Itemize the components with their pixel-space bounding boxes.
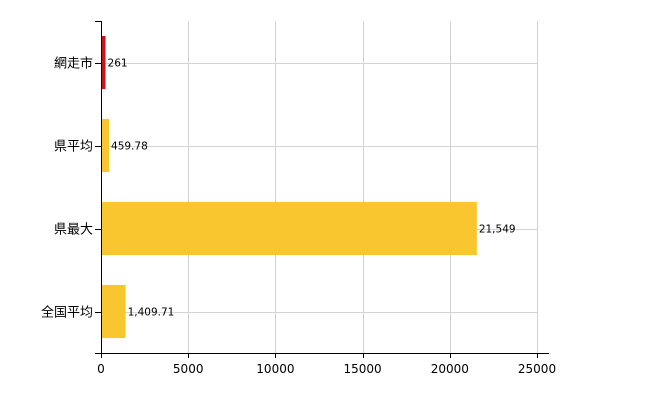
bar bbox=[101, 118, 110, 173]
bar bbox=[101, 284, 126, 339]
x-tick-label: 15000 bbox=[344, 362, 382, 376]
data-label: 1,409.71 bbox=[128, 307, 175, 319]
category-label: 県平均 bbox=[54, 140, 93, 155]
x-tick-label: 25000 bbox=[518, 362, 556, 376]
grid-layer bbox=[101, 21, 538, 353]
label-layer: 0 5000 10000 15000 20000 25000 網走市 261 県平均 459.78… bbox=[41, 56, 556, 377]
data-label: 261 bbox=[108, 58, 128, 70]
data-label: 21,549 bbox=[479, 224, 516, 236]
bar-layer bbox=[101, 35, 477, 339]
data-label: 459.78 bbox=[111, 141, 148, 153]
x-tick-label: 0 bbox=[97, 362, 105, 376]
bar bbox=[101, 201, 477, 256]
category-label: 県最大 bbox=[54, 223, 93, 238]
x-tick-label: 5000 bbox=[173, 362, 204, 376]
x-tick-label: 10000 bbox=[256, 362, 294, 376]
category-label: 網走市 bbox=[54, 56, 93, 72]
axis-layer bbox=[95, 21, 549, 358]
bar bbox=[101, 35, 106, 90]
category-label: 全国平均 bbox=[41, 305, 93, 321]
x-tick-label: 20000 bbox=[431, 362, 469, 376]
